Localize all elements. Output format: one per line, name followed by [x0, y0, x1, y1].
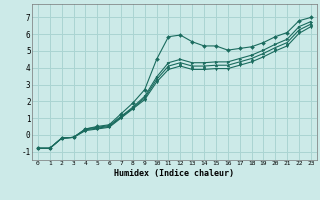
X-axis label: Humidex (Indice chaleur): Humidex (Indice chaleur)	[115, 169, 234, 178]
